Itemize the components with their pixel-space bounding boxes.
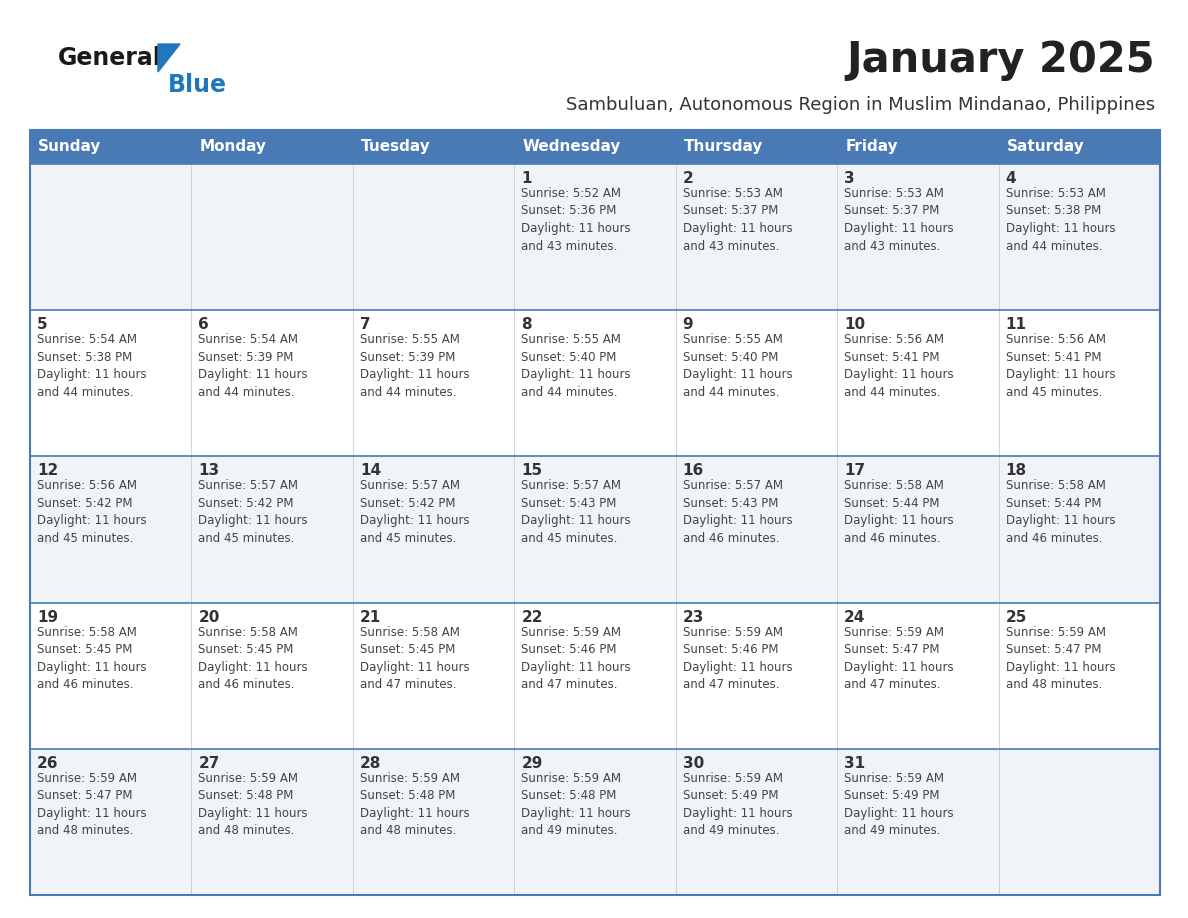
Text: Blue: Blue xyxy=(168,73,227,97)
Text: Sunrise: 5:52 AM
Sunset: 5:36 PM
Daylight: 11 hours
and 43 minutes.: Sunrise: 5:52 AM Sunset: 5:36 PM Dayligh… xyxy=(522,187,631,252)
Text: Sunrise: 5:59 AM
Sunset: 5:48 PM
Daylight: 11 hours
and 49 minutes.: Sunrise: 5:59 AM Sunset: 5:48 PM Dayligh… xyxy=(522,772,631,837)
Text: Sunrise: 5:59 AM
Sunset: 5:48 PM
Daylight: 11 hours
and 48 minutes.: Sunrise: 5:59 AM Sunset: 5:48 PM Dayligh… xyxy=(360,772,469,837)
Text: 25: 25 xyxy=(1005,610,1026,624)
Text: 30: 30 xyxy=(683,756,704,771)
Text: 9: 9 xyxy=(683,318,694,332)
Text: 29: 29 xyxy=(522,756,543,771)
Text: Sunrise: 5:53 AM
Sunset: 5:37 PM
Daylight: 11 hours
and 43 minutes.: Sunrise: 5:53 AM Sunset: 5:37 PM Dayligh… xyxy=(845,187,954,252)
Text: Sunrise: 5:58 AM
Sunset: 5:44 PM
Daylight: 11 hours
and 46 minutes.: Sunrise: 5:58 AM Sunset: 5:44 PM Dayligh… xyxy=(1005,479,1116,545)
Text: 1: 1 xyxy=(522,171,532,186)
Text: Sunrise: 5:57 AM
Sunset: 5:43 PM
Daylight: 11 hours
and 46 minutes.: Sunrise: 5:57 AM Sunset: 5:43 PM Dayligh… xyxy=(683,479,792,545)
Text: Sunrise: 5:58 AM
Sunset: 5:45 PM
Daylight: 11 hours
and 46 minutes.: Sunrise: 5:58 AM Sunset: 5:45 PM Dayligh… xyxy=(37,625,146,691)
Text: Sunrise: 5:58 AM
Sunset: 5:45 PM
Daylight: 11 hours
and 46 minutes.: Sunrise: 5:58 AM Sunset: 5:45 PM Dayligh… xyxy=(198,625,308,691)
Polygon shape xyxy=(158,44,181,72)
Bar xyxy=(30,164,1159,310)
Bar xyxy=(30,130,1159,895)
Text: 3: 3 xyxy=(845,171,855,186)
Text: General: General xyxy=(58,46,162,70)
Text: Sunrise: 5:53 AM
Sunset: 5:37 PM
Daylight: 11 hours
and 43 minutes.: Sunrise: 5:53 AM Sunset: 5:37 PM Dayligh… xyxy=(683,187,792,252)
Text: Saturday: Saturday xyxy=(1006,140,1085,154)
Bar xyxy=(30,130,1159,164)
Text: Sunrise: 5:59 AM
Sunset: 5:47 PM
Daylight: 11 hours
and 47 minutes.: Sunrise: 5:59 AM Sunset: 5:47 PM Dayligh… xyxy=(845,625,954,691)
Text: 24: 24 xyxy=(845,610,866,624)
Text: 27: 27 xyxy=(198,756,220,771)
Text: Wednesday: Wednesday xyxy=(523,140,620,154)
Text: Sunrise: 5:53 AM
Sunset: 5:38 PM
Daylight: 11 hours
and 44 minutes.: Sunrise: 5:53 AM Sunset: 5:38 PM Dayligh… xyxy=(1005,187,1116,252)
Text: Sunrise: 5:58 AM
Sunset: 5:44 PM
Daylight: 11 hours
and 46 minutes.: Sunrise: 5:58 AM Sunset: 5:44 PM Dayligh… xyxy=(845,479,954,545)
Text: 8: 8 xyxy=(522,318,532,332)
Text: Sunrise: 5:59 AM
Sunset: 5:49 PM
Daylight: 11 hours
and 49 minutes.: Sunrise: 5:59 AM Sunset: 5:49 PM Dayligh… xyxy=(683,772,792,837)
Text: 21: 21 xyxy=(360,610,381,624)
Bar xyxy=(30,456,1159,602)
Text: 13: 13 xyxy=(198,464,220,478)
Text: Monday: Monday xyxy=(200,140,266,154)
Text: Friday: Friday xyxy=(845,140,898,154)
Text: 22: 22 xyxy=(522,610,543,624)
Text: 2: 2 xyxy=(683,171,694,186)
Text: Sunrise: 5:59 AM
Sunset: 5:48 PM
Daylight: 11 hours
and 48 minutes.: Sunrise: 5:59 AM Sunset: 5:48 PM Dayligh… xyxy=(198,772,308,837)
Text: 23: 23 xyxy=(683,610,704,624)
Text: Thursday: Thursday xyxy=(684,140,763,154)
Text: 15: 15 xyxy=(522,464,543,478)
Text: Sambuluan, Autonomous Region in Muslim Mindanao, Philippines: Sambuluan, Autonomous Region in Muslim M… xyxy=(565,96,1155,114)
Text: Sunrise: 5:54 AM
Sunset: 5:38 PM
Daylight: 11 hours
and 44 minutes.: Sunrise: 5:54 AM Sunset: 5:38 PM Dayligh… xyxy=(37,333,146,398)
Text: 31: 31 xyxy=(845,756,865,771)
Text: Sunrise: 5:59 AM
Sunset: 5:47 PM
Daylight: 11 hours
and 48 minutes.: Sunrise: 5:59 AM Sunset: 5:47 PM Dayligh… xyxy=(37,772,146,837)
Text: Sunrise: 5:55 AM
Sunset: 5:40 PM
Daylight: 11 hours
and 44 minutes.: Sunrise: 5:55 AM Sunset: 5:40 PM Dayligh… xyxy=(522,333,631,398)
Text: Sunrise: 5:57 AM
Sunset: 5:42 PM
Daylight: 11 hours
and 45 minutes.: Sunrise: 5:57 AM Sunset: 5:42 PM Dayligh… xyxy=(360,479,469,545)
Text: 28: 28 xyxy=(360,756,381,771)
Text: 16: 16 xyxy=(683,464,704,478)
Bar xyxy=(30,749,1159,895)
Text: Sunrise: 5:56 AM
Sunset: 5:42 PM
Daylight: 11 hours
and 45 minutes.: Sunrise: 5:56 AM Sunset: 5:42 PM Dayligh… xyxy=(37,479,146,545)
Text: Sunrise: 5:54 AM
Sunset: 5:39 PM
Daylight: 11 hours
and 44 minutes.: Sunrise: 5:54 AM Sunset: 5:39 PM Dayligh… xyxy=(198,333,308,398)
Text: 6: 6 xyxy=(198,318,209,332)
Text: Sunrise: 5:57 AM
Sunset: 5:42 PM
Daylight: 11 hours
and 45 minutes.: Sunrise: 5:57 AM Sunset: 5:42 PM Dayligh… xyxy=(198,479,308,545)
Text: 10: 10 xyxy=(845,318,865,332)
Text: 14: 14 xyxy=(360,464,381,478)
Text: Tuesday: Tuesday xyxy=(361,140,430,154)
Text: 12: 12 xyxy=(37,464,58,478)
Text: 20: 20 xyxy=(198,610,220,624)
Text: Sunrise: 5:59 AM
Sunset: 5:47 PM
Daylight: 11 hours
and 48 minutes.: Sunrise: 5:59 AM Sunset: 5:47 PM Dayligh… xyxy=(1005,625,1116,691)
Text: 26: 26 xyxy=(37,756,58,771)
Text: 7: 7 xyxy=(360,318,371,332)
Text: 5: 5 xyxy=(37,318,48,332)
Text: Sunrise: 5:59 AM
Sunset: 5:49 PM
Daylight: 11 hours
and 49 minutes.: Sunrise: 5:59 AM Sunset: 5:49 PM Dayligh… xyxy=(845,772,954,837)
Text: 17: 17 xyxy=(845,464,865,478)
Text: Sunday: Sunday xyxy=(38,140,101,154)
Text: Sunrise: 5:56 AM
Sunset: 5:41 PM
Daylight: 11 hours
and 45 minutes.: Sunrise: 5:56 AM Sunset: 5:41 PM Dayligh… xyxy=(1005,333,1116,398)
Text: January 2025: January 2025 xyxy=(846,39,1155,81)
Bar xyxy=(30,310,1159,456)
Text: Sunrise: 5:57 AM
Sunset: 5:43 PM
Daylight: 11 hours
and 45 minutes.: Sunrise: 5:57 AM Sunset: 5:43 PM Dayligh… xyxy=(522,479,631,545)
Text: Sunrise: 5:59 AM
Sunset: 5:46 PM
Daylight: 11 hours
and 47 minutes.: Sunrise: 5:59 AM Sunset: 5:46 PM Dayligh… xyxy=(522,625,631,691)
Text: Sunrise: 5:58 AM
Sunset: 5:45 PM
Daylight: 11 hours
and 47 minutes.: Sunrise: 5:58 AM Sunset: 5:45 PM Dayligh… xyxy=(360,625,469,691)
Text: 4: 4 xyxy=(1005,171,1016,186)
Bar xyxy=(30,602,1159,749)
Text: Sunrise: 5:56 AM
Sunset: 5:41 PM
Daylight: 11 hours
and 44 minutes.: Sunrise: 5:56 AM Sunset: 5:41 PM Dayligh… xyxy=(845,333,954,398)
Text: 18: 18 xyxy=(1005,464,1026,478)
Text: Sunrise: 5:55 AM
Sunset: 5:40 PM
Daylight: 11 hours
and 44 minutes.: Sunrise: 5:55 AM Sunset: 5:40 PM Dayligh… xyxy=(683,333,792,398)
Text: Sunrise: 5:59 AM
Sunset: 5:46 PM
Daylight: 11 hours
and 47 minutes.: Sunrise: 5:59 AM Sunset: 5:46 PM Dayligh… xyxy=(683,625,792,691)
Text: 11: 11 xyxy=(1005,318,1026,332)
Text: 19: 19 xyxy=(37,610,58,624)
Text: Sunrise: 5:55 AM
Sunset: 5:39 PM
Daylight: 11 hours
and 44 minutes.: Sunrise: 5:55 AM Sunset: 5:39 PM Dayligh… xyxy=(360,333,469,398)
